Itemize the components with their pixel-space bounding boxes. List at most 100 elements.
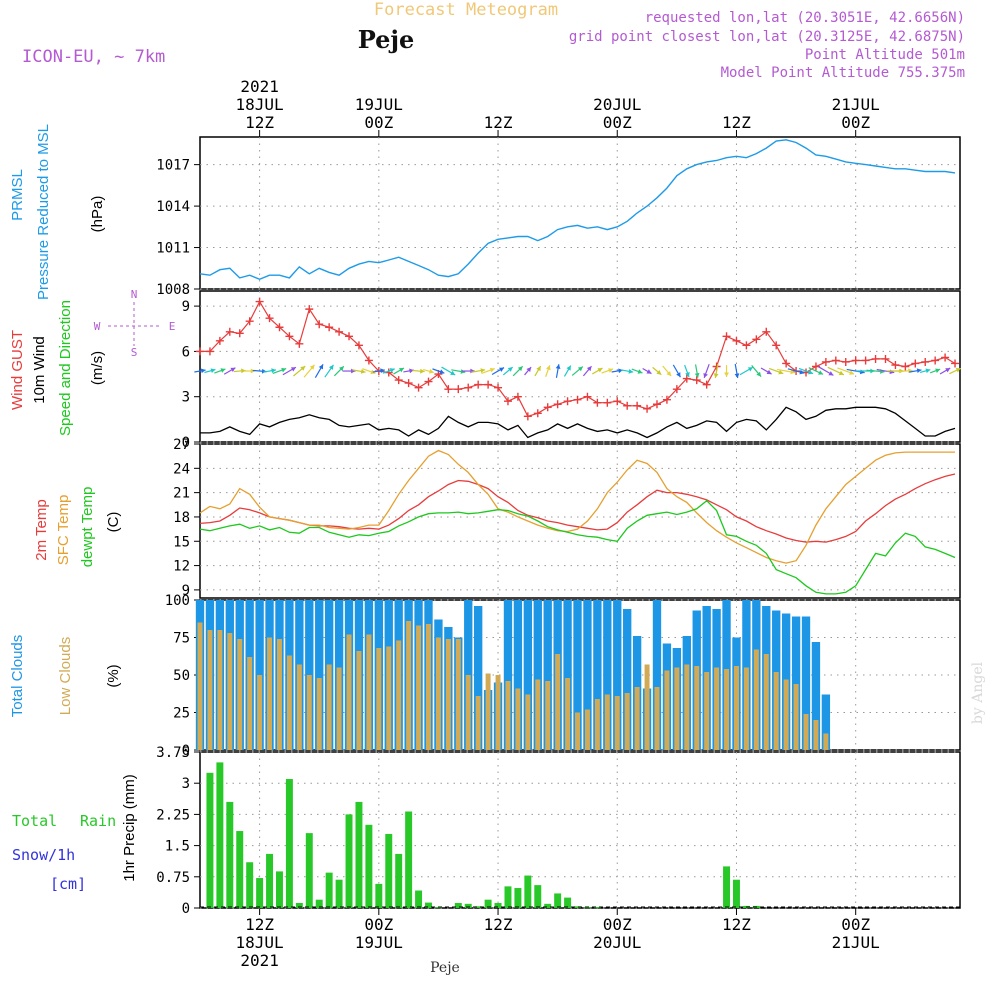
bottom-hour-label: 00Z	[841, 915, 870, 934]
wind-direction-arrow	[393, 367, 405, 375]
low-clouds-bar	[346, 634, 352, 750]
low-clouds-bar	[624, 693, 630, 750]
wind-direction-arrow	[512, 365, 524, 377]
low-clouds-bar	[296, 664, 302, 750]
precip-bar	[434, 907, 442, 909]
temp-2m-line	[199, 473, 956, 543]
gust-marker	[911, 359, 920, 368]
gust-marker	[732, 336, 741, 345]
gust-marker	[414, 383, 423, 392]
wind-arrow-head	[210, 368, 216, 374]
wind-arrow-head	[546, 365, 551, 371]
low-clouds-bar	[505, 681, 511, 750]
gust-marker	[742, 341, 751, 350]
wind-arrow-head	[428, 369, 434, 374]
bottom-hour-label: 12Z	[245, 915, 274, 934]
wind-direction-arrow	[929, 368, 941, 374]
clouds-ytick-label: 50	[173, 668, 190, 684]
top-year-label: 2021	[240, 77, 279, 96]
wind-arrow-head	[685, 372, 690, 377]
wind-direction-arrow	[403, 368, 414, 374]
wind-arrow-head	[713, 373, 719, 379]
gust-marker	[394, 376, 403, 385]
wind-arrow-head	[925, 368, 931, 374]
low-clouds-bar	[455, 639, 461, 750]
precip-frame	[199, 751, 961, 909]
info-line-altitude: Point Altitude 501m	[805, 47, 965, 63]
wind-direction-arrow	[282, 366, 297, 376]
bottom-date-label: 20JUL	[593, 933, 641, 952]
clouds-panel: 0 25 50 75 100	[165, 593, 961, 759]
total-clouds-bar	[593, 600, 602, 750]
low-clouds-bar	[336, 667, 342, 750]
gust-marker	[613, 397, 622, 406]
low-clouds-bar	[535, 679, 541, 750]
wind-arrow-head	[916, 368, 922, 374]
gust-marker	[494, 383, 503, 392]
wind-arrow-head	[799, 369, 805, 375]
wind-direction-arrow	[837, 367, 855, 375]
low-clouds-bar	[753, 649, 759, 750]
wind-arrow-head	[318, 364, 324, 370]
wind-arrow-head	[618, 368, 623, 374]
precip-bar	[206, 772, 214, 908]
wind-label-speed-dir: Speed and Direction	[57, 300, 74, 436]
precip-bar	[375, 883, 383, 908]
gust-marker	[752, 335, 761, 344]
bottom-date-label: 19JUL	[355, 933, 403, 952]
temp-label-2m: 2m Temp	[33, 499, 50, 560]
gust-marker	[821, 357, 830, 366]
low-clouds-bar	[406, 621, 412, 750]
precip-bar	[504, 886, 512, 908]
wind-arrow-head	[507, 367, 513, 372]
temperature-ytick-label: 15	[173, 534, 190, 550]
total-clouds-bar	[473, 606, 483, 750]
wind-arrow-head	[818, 370, 824, 375]
gust-marker	[255, 297, 264, 306]
low-clouds-bar	[475, 696, 481, 750]
wind-arrow-head	[300, 366, 306, 371]
wind-direction-arrow	[652, 366, 662, 376]
low-clouds-bar	[575, 712, 580, 750]
compass-rose: N W E S	[94, 288, 176, 359]
precip-bar	[544, 903, 552, 908]
gust-marker	[533, 409, 542, 418]
precip-bar	[276, 871, 283, 908]
wind-direction-arrow	[372, 368, 385, 374]
gust-marker	[901, 362, 910, 371]
gust-marker	[603, 398, 612, 407]
info-line-grid: grid point closest lon,lat (20.3125E, 42…	[569, 29, 965, 45]
wind-arrow-head	[499, 367, 505, 372]
wind-arrow-head	[628, 368, 634, 374]
gust-marker	[484, 380, 493, 389]
precip-legend-rain: Rain	[80, 812, 116, 830]
gust-marker	[354, 341, 363, 350]
wind-direction-arrow	[555, 364, 561, 378]
gust-marker	[205, 347, 214, 356]
precip-bar	[534, 885, 542, 908]
gust-marker	[931, 356, 940, 365]
wind-direction-arrow	[333, 365, 345, 377]
wind-direction-arrow	[352, 369, 366, 374]
low-clouds-bar	[694, 666, 700, 750]
total-clouds-bar	[583, 600, 592, 750]
low-clouds-bar	[207, 630, 213, 750]
low-clouds-bar	[773, 672, 779, 750]
gust-marker	[623, 401, 632, 410]
wind-direction-arrow	[545, 365, 551, 377]
wind-arrow-head	[756, 371, 762, 377]
gust-marker	[941, 353, 950, 362]
precip-bar	[395, 853, 403, 908]
wind-direction-arrow	[223, 367, 236, 375]
gust-marker	[662, 395, 671, 404]
gust-marker	[652, 400, 661, 409]
wind-direction-arrow	[314, 364, 324, 378]
wind-direction-arrow	[919, 368, 931, 374]
wind-frame	[199, 290, 961, 443]
low-clouds-bar	[674, 667, 680, 750]
pressure-ytick-label: 1011	[156, 241, 190, 257]
low-clouds-bar	[813, 720, 819, 750]
low-clouds-bar	[743, 667, 749, 750]
wind-arrow-head	[566, 365, 571, 371]
